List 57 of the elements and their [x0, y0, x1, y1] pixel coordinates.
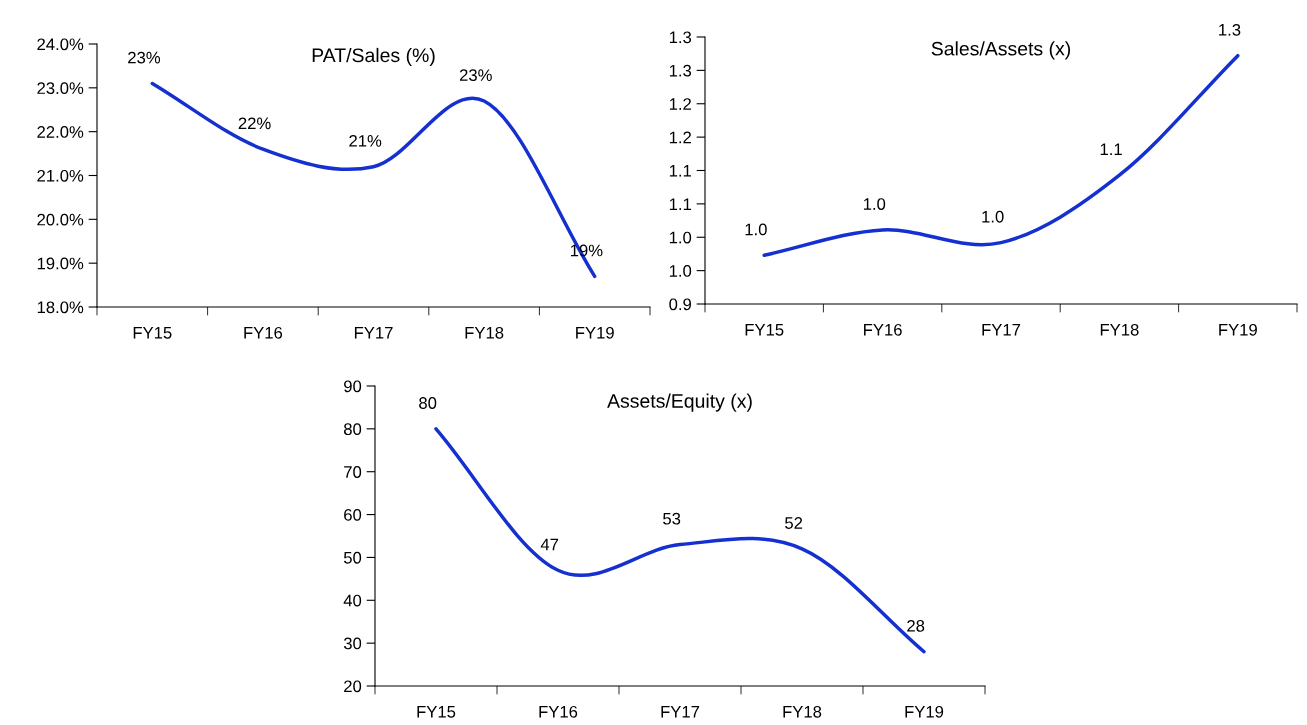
- y-tick-label: 1.2: [669, 131, 691, 144]
- x-tick-label: FY19: [905, 705, 944, 718]
- y-tick-label: 1.0: [669, 231, 692, 244]
- chart-title: Sales/Assets (x): [931, 41, 1071, 60]
- y-tick-label: 19.0%: [37, 257, 84, 270]
- y-tick-label: 24.0%: [37, 38, 84, 51]
- y-tick-label: 1.1: [669, 198, 691, 210]
- y-tick-label: 30: [343, 637, 362, 650]
- x-tick-label: FY15: [745, 324, 784, 336]
- y-tick-label: 18.0%: [37, 301, 84, 314]
- chart-title: Assets/Equity (x): [607, 393, 752, 412]
- y-tick-label: 70: [344, 466, 362, 478]
- data-label: 1.3: [1219, 23, 1241, 36]
- data-label: 28: [907, 619, 925, 632]
- data-label: 47: [540, 538, 559, 551]
- y-tick-label: 1.3: [669, 31, 692, 44]
- y-tick-label: 1.2: [669, 98, 691, 110]
- y-tick-label: 50: [343, 551, 362, 564]
- x-tick-label: FY18: [465, 326, 504, 339]
- x-tick-label: FY19: [1219, 323, 1257, 336]
- data-label: 1.0: [982, 210, 1004, 223]
- y-tick-label: 21.0%: [37, 169, 84, 182]
- x-tick-label: FY17: [354, 327, 393, 339]
- line-series: [434, 427, 926, 654]
- data-label: 1.1: [1100, 143, 1122, 156]
- chart-title: PAT/Sales (%): [312, 47, 435, 66]
- data-label: 23%: [128, 51, 161, 64]
- data-label: 80: [419, 397, 437, 409]
- y-tick-label: 0.9: [669, 298, 692, 311]
- y-tick-label: 1.0: [669, 265, 692, 277]
- y-tick-label: 80: [343, 423, 362, 436]
- y-tick-label: 90: [344, 380, 362, 393]
- x-tick-label: FY15: [133, 327, 172, 339]
- x-tick-label: FY15: [417, 706, 456, 718]
- x-tick-label: FY18: [783, 705, 822, 718]
- y-tick-label: 20.0%: [37, 213, 84, 226]
- x-tick-label: FY17: [982, 324, 1021, 336]
- y-tick-label: 1.3: [669, 64, 692, 77]
- x-tick-label: FY16: [244, 326, 283, 339]
- x-tick-label: FY19: [576, 326, 614, 339]
- y-tick-label: 20: [344, 680, 362, 693]
- y-tick-label: 60: [344, 508, 362, 521]
- x-tick-label: FY16: [539, 705, 578, 718]
- y-tick-label: 23.0%: [37, 82, 84, 95]
- y-tick-label: 22.0%: [37, 126, 84, 138]
- data-label: 22%: [238, 117, 271, 130]
- x-tick-label: FY16: [864, 323, 902, 336]
- data-label: 23%: [459, 69, 492, 82]
- data-label: 1.0: [863, 198, 886, 210]
- x-tick-label: FY17: [661, 706, 700, 718]
- y-tick-label: 1.1: [669, 165, 691, 177]
- data-label: 52: [785, 517, 803, 529]
- data-label: 53: [663, 512, 681, 525]
- y-tick-label: 40: [343, 594, 362, 607]
- x-tick-label: FY18: [1100, 323, 1139, 336]
- data-label: 21%: [349, 134, 382, 147]
- data-label: 1.0: [745, 223, 767, 236]
